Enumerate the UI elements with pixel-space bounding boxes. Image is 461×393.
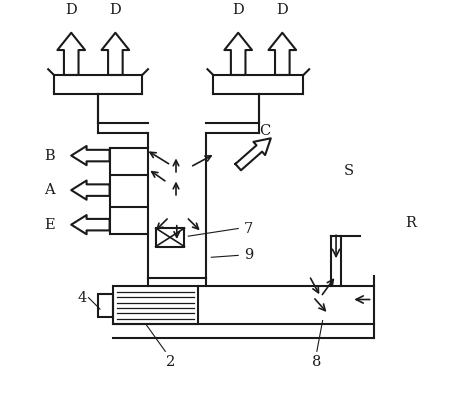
Bar	[156, 228, 184, 246]
Text: 7: 7	[244, 222, 253, 235]
Text: E: E	[44, 218, 55, 231]
Text: 8: 8	[312, 355, 321, 369]
Text: 4: 4	[77, 290, 87, 305]
Text: B: B	[44, 149, 55, 163]
Text: A: A	[44, 183, 55, 197]
Bar	[113, 286, 198, 325]
Text: D: D	[65, 4, 77, 17]
Bar	[98, 294, 113, 317]
Text: D: D	[277, 4, 288, 17]
Text: D: D	[110, 4, 121, 17]
Text: 2: 2	[166, 355, 176, 369]
Text: R: R	[405, 216, 416, 230]
Text: D: D	[232, 4, 244, 17]
Text: 9: 9	[244, 248, 253, 263]
Text: C: C	[259, 124, 271, 138]
Text: S: S	[344, 164, 354, 178]
